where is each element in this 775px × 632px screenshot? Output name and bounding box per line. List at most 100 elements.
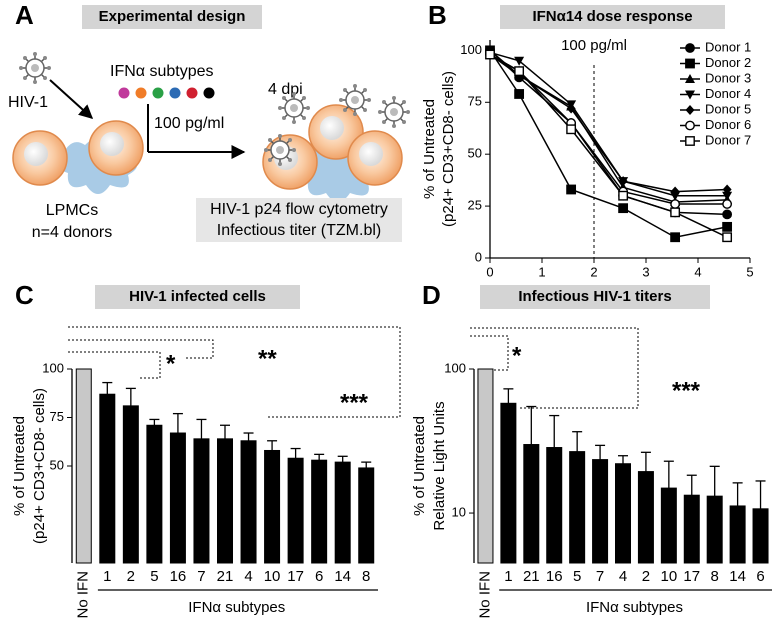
significance-label: * bbox=[166, 350, 176, 377]
y-tick-label: 75 bbox=[50, 409, 64, 424]
marker bbox=[722, 209, 733, 220]
chart-title: Infectious HIV-1 titers bbox=[518, 288, 671, 305]
x-tick-label: 6 bbox=[756, 568, 764, 585]
y-tick-label: 100 bbox=[42, 360, 64, 375]
bar bbox=[500, 402, 517, 564]
bar bbox=[169, 432, 186, 564]
y-tick-label: 100 bbox=[444, 360, 466, 375]
x-tick-label: 0 bbox=[486, 264, 493, 279]
x-tick-label: 2 bbox=[127, 568, 135, 585]
cell bbox=[347, 130, 403, 186]
x-tick-label: 5 bbox=[573, 568, 581, 585]
donors-label: n=4 donors bbox=[32, 224, 113, 241]
legend-marker bbox=[685, 58, 695, 69]
virus-icon bbox=[377, 95, 411, 129]
legend-marker bbox=[685, 90, 695, 100]
legend-label: Donor 2 bbox=[705, 55, 751, 70]
marker bbox=[722, 221, 733, 232]
bar bbox=[477, 368, 494, 564]
cell bbox=[12, 130, 68, 186]
significance-label: * bbox=[512, 342, 522, 369]
series-line bbox=[489, 51, 728, 197]
marker bbox=[722, 184, 732, 195]
x-tick-label: 10 bbox=[264, 568, 281, 585]
x-tick-label: 5 bbox=[746, 264, 753, 279]
marker bbox=[670, 186, 680, 197]
legend-label: Donor 7 bbox=[705, 132, 751, 147]
marker bbox=[722, 191, 733, 201]
panel-letter: A bbox=[15, 0, 34, 30]
x-tick-label: 10 bbox=[661, 568, 678, 585]
x-axis-label: IFNα subtypes bbox=[188, 599, 285, 616]
bar bbox=[660, 487, 677, 564]
panel-letter: C bbox=[15, 280, 34, 310]
x-tick-label: 16 bbox=[170, 568, 187, 585]
marker bbox=[670, 232, 681, 243]
marker bbox=[618, 176, 628, 187]
y-tick-label: 50 bbox=[468, 146, 482, 161]
x-tick-label: No IFN bbox=[476, 571, 493, 619]
legend-label: Donor 5 bbox=[705, 101, 751, 116]
x-tick-label: 21 bbox=[523, 568, 540, 585]
y-tick-label: 10 bbox=[452, 504, 466, 519]
marker bbox=[618, 190, 629, 201]
bar bbox=[592, 459, 609, 564]
bar bbox=[264, 449, 281, 564]
title-box bbox=[95, 285, 300, 309]
cells-label: LPMCs bbox=[46, 202, 98, 219]
readout-box bbox=[196, 198, 402, 242]
y-axis-label: % of Untreated bbox=[421, 99, 438, 199]
bar bbox=[358, 467, 375, 564]
x-tick-label: 6 bbox=[315, 568, 323, 585]
bar bbox=[546, 447, 563, 564]
x-tick-label: 7 bbox=[197, 568, 205, 585]
reference-label: 100 pg/ml bbox=[561, 37, 627, 54]
x-tick-label: 8 bbox=[711, 568, 719, 585]
readout: Infectious titer (TZM.bl) bbox=[217, 222, 381, 239]
significance-bracket bbox=[68, 326, 401, 418]
bar bbox=[193, 438, 210, 564]
bar bbox=[615, 463, 631, 564]
y-axis-label: (p24+ CD3+CD8- cells) bbox=[31, 388, 48, 544]
time-label: 4 dpi bbox=[268, 81, 303, 98]
legend-marker bbox=[685, 136, 695, 146]
bar bbox=[311, 459, 328, 564]
marker bbox=[485, 49, 495, 60]
legend-marker bbox=[685, 120, 695, 131]
marker bbox=[670, 199, 681, 209]
readout: HIV-1 p24 flow cytometry bbox=[210, 201, 388, 218]
x-tick-label: 4 bbox=[694, 264, 701, 279]
x-tick-label: 17 bbox=[683, 568, 700, 585]
bar bbox=[752, 508, 769, 564]
x-tick-label: 4 bbox=[244, 568, 252, 585]
legend-label: Donor 4 bbox=[705, 86, 751, 101]
y-tick-label: 75 bbox=[468, 94, 482, 109]
significance-bracket bbox=[68, 351, 161, 379]
virus-icon bbox=[263, 133, 297, 167]
legend-marker bbox=[685, 74, 695, 83]
chart-title: HIV-1 infected cells bbox=[129, 288, 266, 305]
marker bbox=[566, 124, 577, 135]
significance-bracket bbox=[68, 339, 214, 359]
bar bbox=[637, 471, 654, 564]
marker bbox=[618, 203, 629, 214]
x-tick-label: 2 bbox=[590, 264, 597, 279]
bar bbox=[729, 505, 746, 564]
bar bbox=[334, 461, 351, 564]
significance-label: *** bbox=[340, 389, 369, 416]
bar bbox=[523, 444, 540, 564]
chart-title: IFNα14 dose response bbox=[532, 8, 692, 25]
significance-label: *** bbox=[672, 377, 701, 404]
marker bbox=[514, 66, 525, 77]
significance-bracket bbox=[470, 327, 639, 409]
x-tick-label: 16 bbox=[546, 568, 563, 585]
series-line bbox=[489, 49, 728, 239]
virus-icon bbox=[18, 51, 52, 85]
x-tick-label: 7 bbox=[596, 568, 604, 585]
cell bbox=[88, 120, 144, 176]
y-axis-label: % of Untreated bbox=[411, 416, 428, 516]
x-tick-label: 1 bbox=[103, 568, 111, 585]
x-tick-label: 2 bbox=[642, 568, 650, 585]
x-tick-label: 4 bbox=[619, 568, 627, 585]
